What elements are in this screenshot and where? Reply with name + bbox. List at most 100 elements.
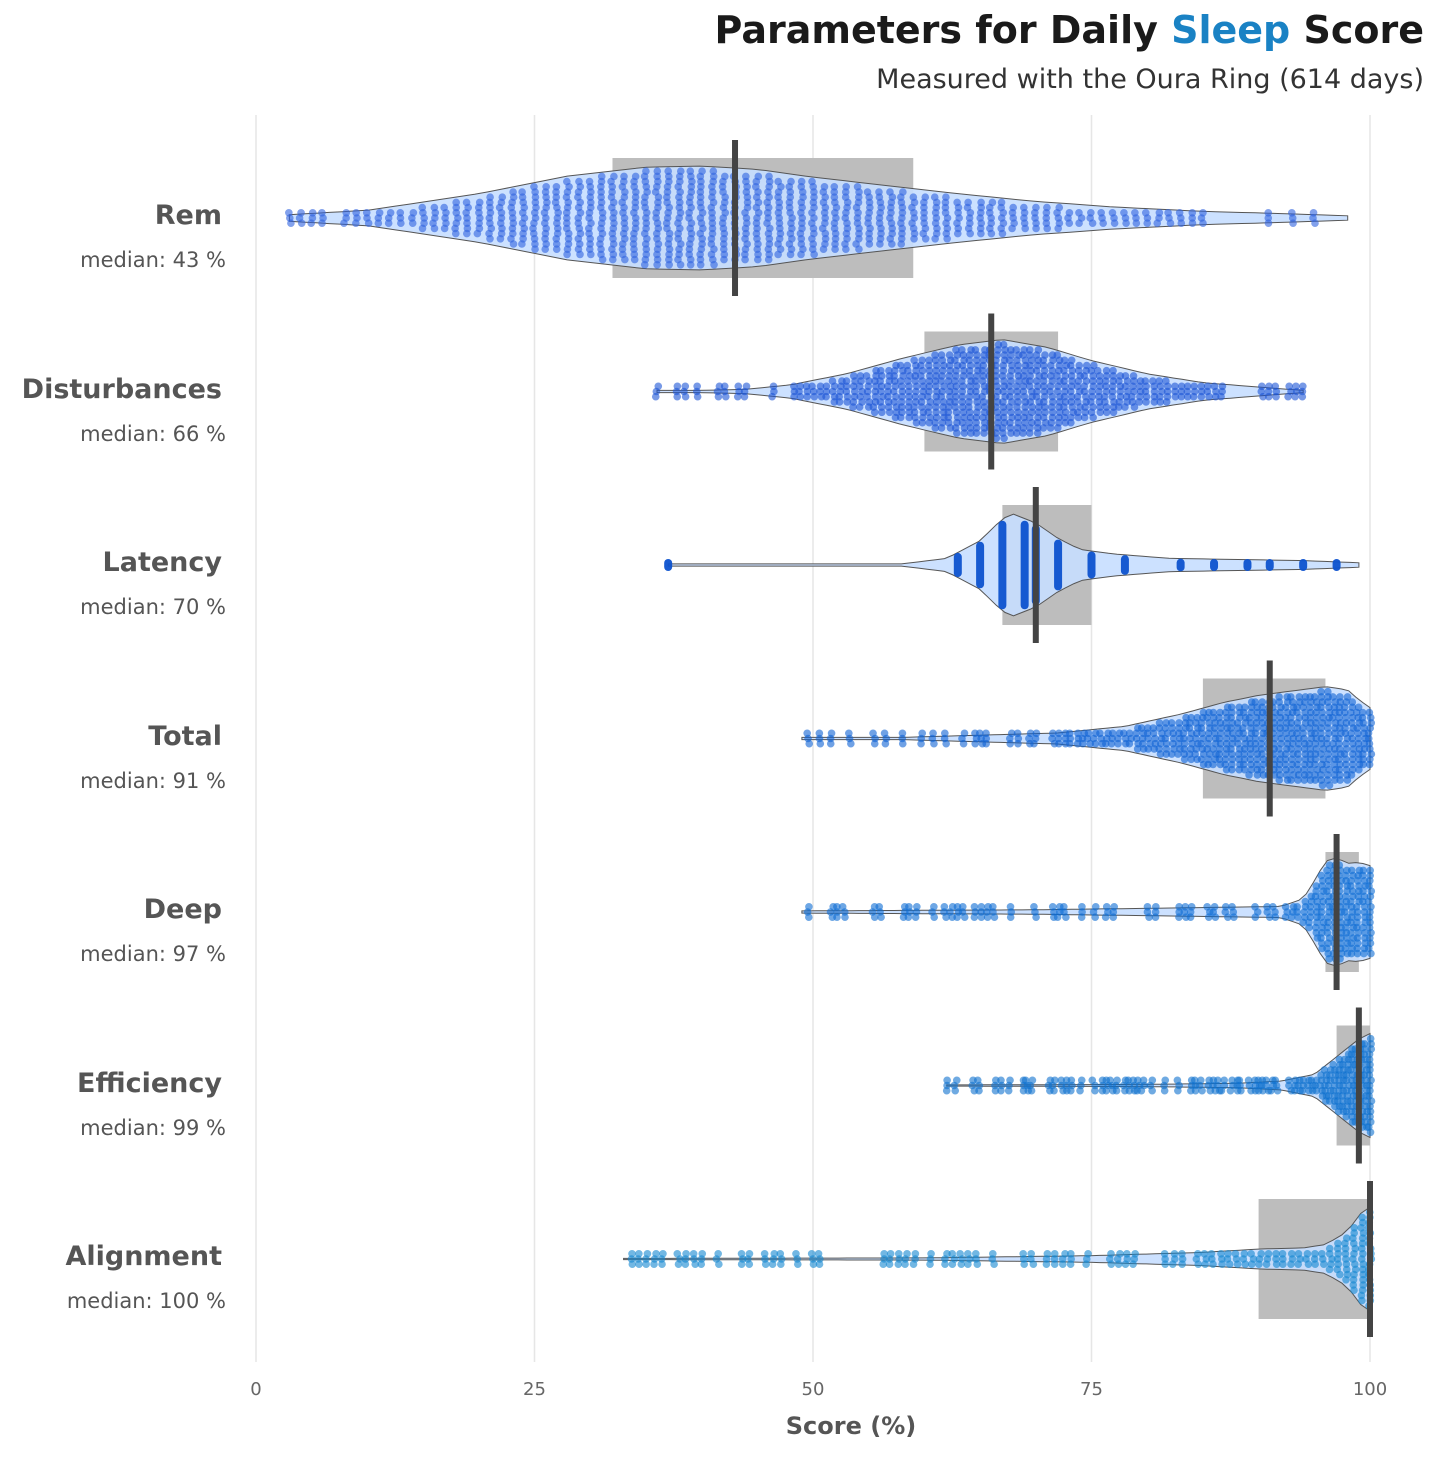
data-point: [1025, 429, 1034, 437]
data-point: [774, 250, 782, 259]
data-point: [1050, 1260, 1059, 1268]
data-point: [1030, 739, 1038, 748]
data-point: [1298, 1086, 1307, 1095]
data-point: [1325, 781, 1334, 790]
data-point: [1272, 392, 1280, 401]
data-point: [942, 739, 950, 748]
data-point: [1101, 739, 1110, 748]
data-point: [1091, 739, 1100, 748]
data-point: [352, 219, 360, 227]
category-name: Efficiency: [77, 1067, 222, 1099]
data-point: [740, 392, 749, 401]
data-point: [1265, 913, 1274, 921]
data-point: [1099, 219, 1107, 227]
data-point: [1006, 913, 1015, 921]
data-point: [1264, 392, 1273, 401]
data-point: [805, 913, 813, 921]
data-point: [1226, 1086, 1235, 1095]
data-point: [1187, 755, 1196, 764]
data-point: [1066, 739, 1074, 748]
data-point: [1107, 739, 1116, 748]
category-name: Disturbances: [21, 373, 222, 405]
category-name: Total: [148, 720, 222, 752]
data-point: [876, 240, 884, 248]
data-point: [1222, 765, 1231, 774]
data-point: [1032, 219, 1040, 227]
data-point: [768, 1260, 777, 1268]
data-point: [1291, 392, 1299, 401]
data-point: [1043, 224, 1052, 233]
data-point: [1209, 760, 1217, 769]
data-point: [764, 255, 773, 264]
data-point: [531, 245, 539, 253]
data-point: [552, 240, 561, 248]
category-median: median: 66 %: [80, 421, 226, 446]
data-point: [658, 1260, 666, 1268]
data-point: [930, 913, 939, 921]
data-point: [598, 209, 607, 217]
data-point: [983, 913, 992, 921]
data-point: [1032, 913, 1040, 921]
data-point: [1089, 413, 1097, 422]
data-point: [1061, 418, 1070, 427]
data-point: [1360, 949, 1368, 958]
data-point: [1228, 765, 1236, 774]
x-tick-label: 75: [1080, 1379, 1103, 1400]
data-point: [1019, 429, 1027, 437]
data-point: [891, 413, 900, 422]
data-point: [901, 1260, 909, 1268]
data-point: [720, 255, 728, 264]
chart-subtitle: Measured with the Oura Ring (614 days): [876, 64, 1424, 95]
violin-group-rem: [285, 140, 1349, 296]
data-point: [977, 913, 986, 921]
data-point: [509, 240, 518, 248]
data-point: [1233, 1260, 1242, 1268]
data-point: [1109, 913, 1118, 921]
data-point: [998, 229, 1007, 238]
data-point: [870, 913, 879, 921]
data-point: [1053, 424, 1062, 432]
data-point: [1014, 739, 1022, 748]
x-tick-label: 25: [523, 1379, 546, 1400]
data-point: [1294, 913, 1302, 921]
data-point: [1325, 1265, 1334, 1274]
data-point: [982, 739, 990, 748]
data-point: [1121, 1260, 1130, 1268]
data-point: [1228, 729, 1237, 738]
data-point: [340, 219, 348, 227]
data-point: [1319, 1260, 1328, 1268]
data-point: [1235, 765, 1244, 774]
data-point: [888, 240, 896, 248]
data-point: [1055, 739, 1063, 748]
data-point: [1330, 776, 1339, 784]
data-point: [847, 739, 855, 748]
data-point: [650, 1260, 658, 1268]
data-point: [1350, 1286, 1358, 1294]
data-point: [1241, 1260, 1250, 1268]
data-point: [815, 1260, 824, 1268]
data-point: [973, 1260, 982, 1268]
data-point: [1076, 1086, 1084, 1095]
data-point: [745, 1260, 754, 1268]
data-point: [1251, 913, 1260, 921]
data-points: [627, 1208, 1376, 1310]
data-point: [951, 1086, 960, 1095]
data-point: [957, 1260, 966, 1268]
data-point: [1050, 1086, 1058, 1095]
data-point: [942, 1086, 951, 1095]
data-point: [1091, 1086, 1099, 1095]
data-point: [665, 261, 673, 269]
data-point: [1245, 771, 1253, 779]
data-point: [621, 255, 629, 264]
data-point: [1091, 913, 1099, 921]
data-point: [1107, 1260, 1116, 1268]
data-point: [753, 255, 762, 264]
data-point: [1167, 750, 1176, 758]
data-point: [896, 413, 905, 422]
data-point: [917, 739, 925, 748]
data-point: [1347, 949, 1356, 958]
data-point: [1137, 1086, 1146, 1095]
data-point: [1062, 913, 1070, 921]
x-tick-label: 0: [250, 1379, 261, 1400]
data-point: [496, 235, 505, 243]
